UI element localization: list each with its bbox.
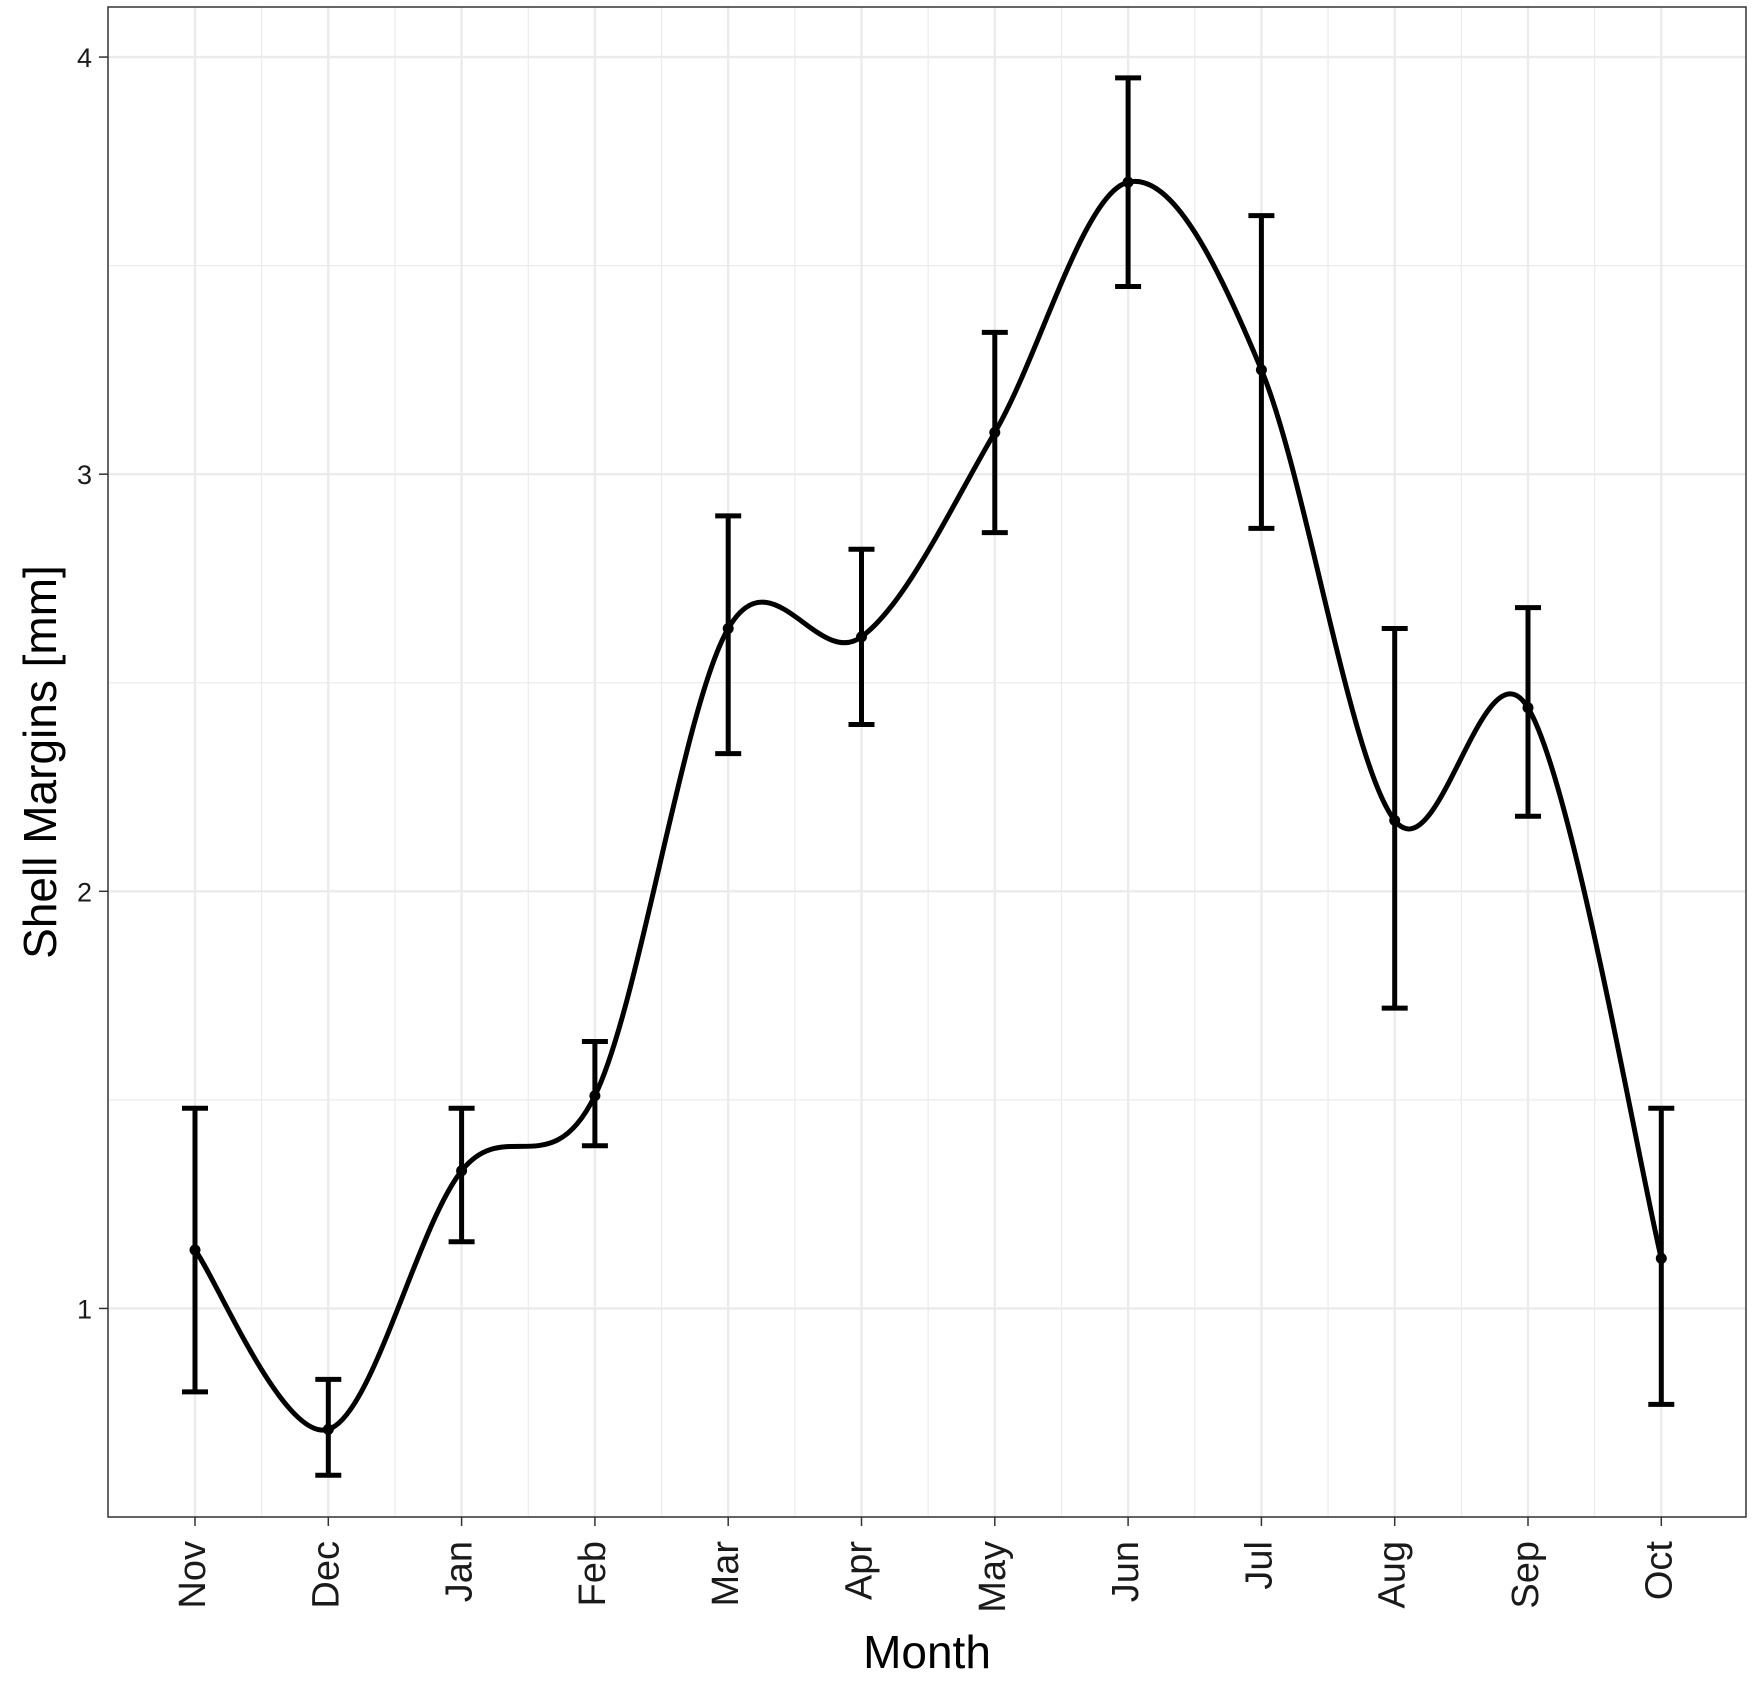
y-tick-label: 1 — [77, 1294, 92, 1324]
x-tick-label: May — [972, 1541, 1014, 1613]
data-point — [456, 1165, 468, 1177]
data-point — [322, 1423, 334, 1435]
panel-border — [107, 6, 1747, 1518]
x-tick-label: Jun — [1105, 1541, 1147, 1602]
x-tick-label: Mar — [705, 1541, 747, 1607]
y-tick-label: 3 — [77, 460, 92, 490]
data-point — [189, 1244, 201, 1256]
x-tick-label: Feb — [572, 1541, 614, 1606]
data-point — [1655, 1252, 1667, 1264]
y-tick-label: 2 — [77, 877, 92, 907]
data-points — [189, 176, 1667, 1435]
x-tick-label: Nov — [172, 1541, 214, 1609]
x-tick-label: Dec — [305, 1541, 347, 1609]
x-tick-label: Oct — [1638, 1541, 1680, 1601]
data-point — [1522, 702, 1534, 714]
x-tick-labels: Nov Dec Jan Feb Mar Apr May Jun Jul Aug Sep Oct — [172, 1541, 1680, 1613]
data-point — [1255, 364, 1267, 376]
error-bar — [715, 513, 742, 757]
x-tick-label: Aug — [1372, 1541, 1414, 1609]
data-point — [1389, 814, 1401, 826]
y-tick-labels: 1 2 3 4 — [77, 43, 92, 1324]
y-axis-title: Shell Margins [mm] — [14, 565, 66, 959]
x-axis-title: Month — [863, 1626, 991, 1678]
axis-ticks — [99, 56, 1663, 1526]
data-point — [989, 426, 1001, 438]
x-tick-label: Apr — [839, 1541, 881, 1600]
data-point — [589, 1090, 601, 1102]
x-tick-label: Jul — [1238, 1541, 1280, 1590]
x-tick-label: Sep — [1505, 1541, 1547, 1609]
y-tick-label: 4 — [77, 43, 92, 73]
x-tick-label: Jan — [439, 1541, 481, 1602]
data-point — [1122, 176, 1134, 188]
data-point — [722, 623, 734, 635]
data-point — [856, 631, 867, 643]
grid-lines — [108, 7, 1746, 1518]
